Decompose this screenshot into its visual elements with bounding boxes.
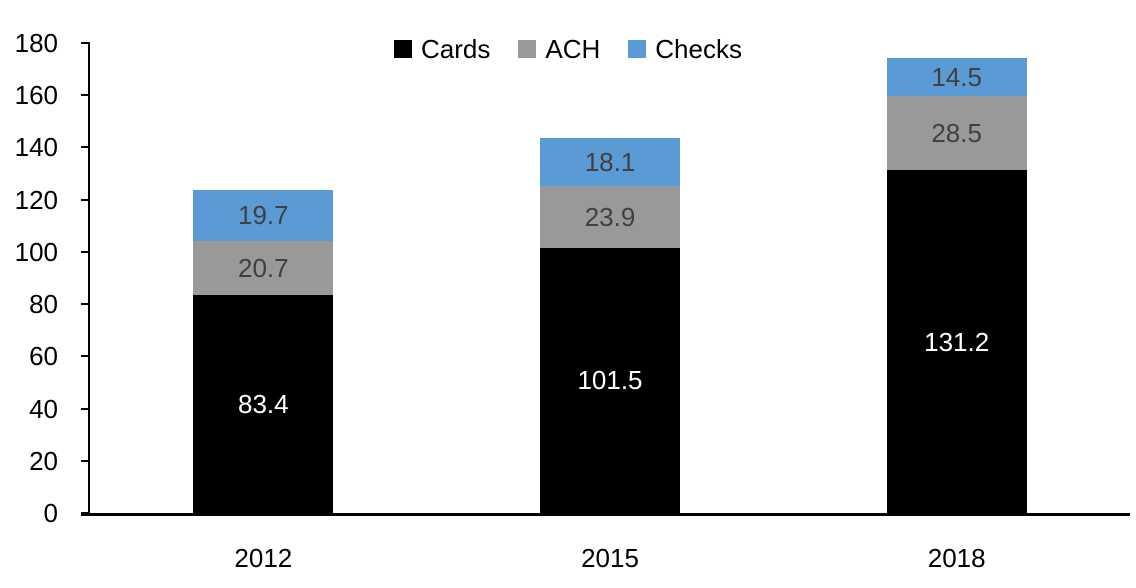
cards-swatch-icon — [394, 40, 413, 58]
legend-label-ach: ACH — [545, 34, 601, 64]
legend-label-checks: Checks — [655, 34, 742, 64]
y-tick-label: 160 — [14, 80, 58, 111]
bar-segment-label: 18.1 — [584, 146, 636, 177]
y-tick-mark — [81, 198, 90, 201]
x-category-label: 2015 — [581, 543, 639, 573]
bar-segment-label: 131.2 — [924, 326, 990, 357]
y-tick-label: 120 — [14, 184, 58, 215]
y-tick-mark — [81, 407, 90, 410]
y-tick-mark — [81, 303, 90, 306]
bar-segment-label: 23.9 — [584, 201, 636, 232]
bar-segment-checks-2012: 19.7 — [193, 189, 334, 242]
y-tick-mark — [81, 355, 90, 358]
y-tick-label: 0 — [43, 498, 58, 528]
bar-segment-checks-2015: 18.1 — [540, 138, 680, 186]
x-category-label: 2018 — [927, 543, 986, 573]
legend-label-cards: Cards — [421, 34, 491, 64]
bar-segment-label: 19.7 — [238, 200, 289, 231]
y-tick-label: 60 — [29, 341, 58, 372]
bar-segment-label: 14.5 — [931, 62, 982, 93]
bar-segment-cards-2015: 101.5 — [540, 247, 680, 513]
y-tick-mark — [81, 146, 90, 149]
bar-segment-label: 28.5 — [931, 118, 982, 149]
y-tick-mark — [81, 94, 90, 97]
bar-segment-label: 101.5 — [577, 365, 643, 396]
legend-item-ach: ACH — [518, 36, 600, 62]
ach-swatch-icon — [518, 40, 537, 58]
bar-segment-ach-2012: 20.7 — [193, 241, 334, 296]
bar-segment-ach-2015: 23.9 — [540, 185, 680, 248]
y-tick-mark — [81, 459, 90, 462]
y-tick-label: 180 — [14, 28, 58, 58]
y-tick-label: 140 — [14, 132, 58, 163]
bar-segment-label: 20.7 — [238, 253, 289, 284]
y-axis-line — [88, 43, 90, 515]
y-tick-label: 20 — [29, 445, 58, 476]
x-axis-line — [81, 513, 1130, 516]
bar-segment-ach-2018: 28.5 — [886, 96, 1027, 171]
x-category-label: 2012 — [234, 543, 293, 573]
y-tick-label: 80 — [29, 289, 58, 320]
y-tick-mark — [81, 250, 90, 253]
y-tick-label: 40 — [29, 393, 58, 424]
chart-legend: Cards ACH Checks — [0, 36, 1136, 62]
checks-swatch-icon — [628, 40, 647, 58]
bar-segment-label: 83.4 — [238, 389, 289, 420]
bar-segment-cards-2018: 131.2 — [886, 170, 1027, 513]
legend-item-checks: Checks — [628, 36, 742, 62]
y-tick-mark — [81, 42, 90, 44]
bar-segment-checks-2018: 14.5 — [886, 58, 1027, 96]
bar-segment-cards-2012: 83.4 — [193, 295, 334, 513]
legend-item-cards: Cards — [394, 36, 490, 62]
y-tick-label: 100 — [14, 236, 58, 267]
